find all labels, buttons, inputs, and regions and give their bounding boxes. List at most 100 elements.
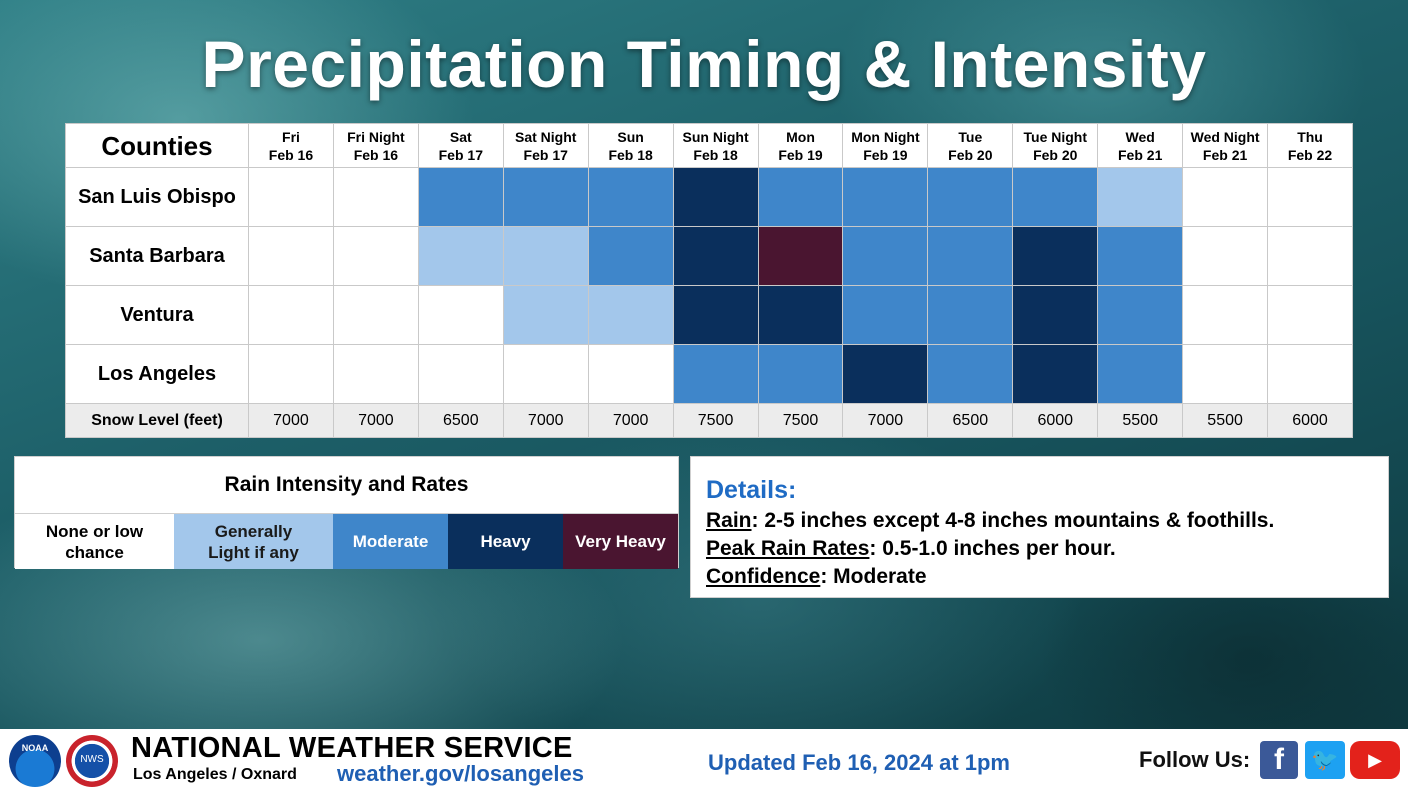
- column-header: Mon Night Feb 19: [842, 123, 929, 168]
- intensity-cell: [842, 285, 929, 345]
- snow-level-value: 6500: [417, 403, 504, 438]
- column-header: Fri Feb 16: [248, 123, 334, 168]
- twitter-icon[interactable]: 🐦: [1305, 741, 1345, 779]
- legend-item-very-heavy: Very Heavy: [563, 513, 678, 569]
- column-day-label: Mon: [786, 128, 815, 145]
- intensity-cell: [587, 167, 674, 227]
- column-header: Wed Feb 21: [1097, 123, 1184, 168]
- intensity-cell: [587, 226, 674, 286]
- snow-level-value: 7500: [672, 403, 759, 438]
- intensity-cell: [417, 226, 504, 286]
- intensity-cell: [1012, 285, 1099, 345]
- office-url-link[interactable]: weather.gov/losangeles: [337, 761, 584, 786]
- column-day-label: Fri: [282, 128, 300, 145]
- table-row: San Luis Obispo: [65, 167, 1353, 227]
- intensity-cell: [1097, 226, 1184, 286]
- intensity-cell: [927, 285, 1014, 345]
- column-day-label: Wed Night: [1190, 128, 1260, 145]
- details-confidence: Confidence: Moderate: [706, 565, 927, 588]
- column-day-label: Sat Night: [515, 128, 577, 145]
- snow-level-value: 6000: [1267, 403, 1353, 438]
- snow-level-row: Snow Level (feet) 7000 7000 6500 7000 7000 750…: [65, 403, 1353, 438]
- intensity-cell: [1182, 167, 1269, 227]
- column-header: Sun Feb 18: [587, 123, 674, 168]
- county-label: San Luis Obispo: [65, 167, 249, 227]
- legend-item-none: None or low chance: [15, 513, 174, 569]
- details-heading: Details:: [706, 476, 797, 504]
- intensity-cell: [1182, 344, 1269, 404]
- column-header: Wed Night Feb 21: [1182, 123, 1269, 168]
- county-label: Santa Barbara: [65, 226, 249, 286]
- follow-us-label: Follow Us:: [1139, 747, 1251, 772]
- intensity-cell: [1267, 344, 1353, 404]
- intensity-cell: [502, 167, 589, 227]
- details-peak-rates: Peak Rain Rates: 0.5-1.0 inches per hour…: [706, 537, 1116, 560]
- snow-level-value: 7000: [842, 403, 929, 438]
- intensity-cell: [248, 167, 334, 227]
- county-label: Ventura: [65, 285, 249, 345]
- intensity-cell: [1012, 344, 1099, 404]
- page-title: Precipitation Timing & Intensity: [201, 27, 1207, 101]
- intensity-cell: [587, 344, 674, 404]
- snow-level-value: 7000: [332, 403, 419, 438]
- intensity-cell: [1267, 226, 1353, 286]
- column-date-label: Feb 19: [778, 146, 823, 163]
- intensity-cell: [248, 226, 334, 286]
- snow-level-value: 6500: [927, 403, 1014, 438]
- column-date-label: Feb 20: [948, 146, 993, 163]
- intensity-cell: [587, 285, 674, 345]
- details-rain: Rain: 2-5 inches except 4-8 inches mount…: [706, 509, 1275, 532]
- intensity-cell: [842, 226, 929, 286]
- column-header: Sat Night Feb 17: [502, 123, 589, 168]
- office-name: Los Angeles / Oxnard: [133, 766, 297, 783]
- snow-level-value: 7000: [502, 403, 589, 438]
- intensity-cell: [672, 344, 759, 404]
- intensity-cell: [842, 344, 929, 404]
- snow-level-value: 7000: [248, 403, 334, 438]
- intensity-cell: [1097, 344, 1184, 404]
- intensity-cell: [417, 167, 504, 227]
- intensity-cell: [417, 285, 504, 345]
- column-header: Thu Feb 22: [1267, 123, 1353, 168]
- intensity-cell: [672, 285, 759, 345]
- column-day-label: Tue Night: [1023, 128, 1088, 145]
- facebook-icon[interactable]: f: [1260, 741, 1298, 779]
- column-date-label: Feb 22: [1287, 146, 1333, 163]
- intensity-cell: [1097, 167, 1184, 227]
- intensity-cell: [1267, 285, 1353, 345]
- legend-item-moderate: Moderate: [333, 513, 448, 569]
- snow-level-value: 7500: [757, 403, 844, 438]
- intensity-cell: [842, 167, 929, 227]
- column-header: Sun Night Feb 18: [672, 123, 759, 168]
- column-day-label: Sat: [449, 128, 472, 145]
- legend-title: Rain Intensity and Rates: [224, 473, 469, 496]
- column-date-label: Feb 21: [1202, 146, 1248, 163]
- intensity-cell: [248, 344, 334, 404]
- intensity-cell: [757, 226, 844, 286]
- legend-item-light: Generally Light if any: [174, 513, 333, 569]
- table-row: Santa Barbara: [65, 226, 1353, 286]
- intensity-cell: [1267, 167, 1353, 227]
- noaa-logo-icon[interactable]: NOAA: [9, 735, 61, 787]
- intensity-cell: [332, 285, 419, 345]
- column-date-label: Feb 20: [1033, 146, 1078, 163]
- intensity-cell: [1012, 167, 1099, 227]
- youtube-icon[interactable]: ▶: [1350, 741, 1400, 779]
- column-date-label: Feb 19: [863, 146, 908, 163]
- legend-swatches: None or low chance Generally Light if any…: [15, 513, 678, 569]
- column-date-label: Feb 18: [693, 146, 738, 163]
- table-header-row: Counties Fri Feb 16 Fri Night Feb 16 Sat Feb …: [65, 123, 1353, 168]
- intensity-cell: [672, 226, 759, 286]
- snow-level-value: 7000: [587, 403, 674, 438]
- intensity-cell: [927, 344, 1014, 404]
- intensity-cell: [248, 285, 334, 345]
- intensity-cell: [1097, 285, 1184, 345]
- intensity-cell: [332, 344, 419, 404]
- column-date-label: Feb 17: [438, 146, 483, 163]
- legend-item-heavy: Heavy: [448, 513, 563, 569]
- snow-level-label: Snow Level (feet): [65, 403, 249, 438]
- snow-level-value: 6000: [1012, 403, 1099, 438]
- intensity-cell: [757, 167, 844, 227]
- column-date-label: Feb 21: [1118, 146, 1163, 163]
- nws-logo-icon[interactable]: NWS: [66, 735, 118, 787]
